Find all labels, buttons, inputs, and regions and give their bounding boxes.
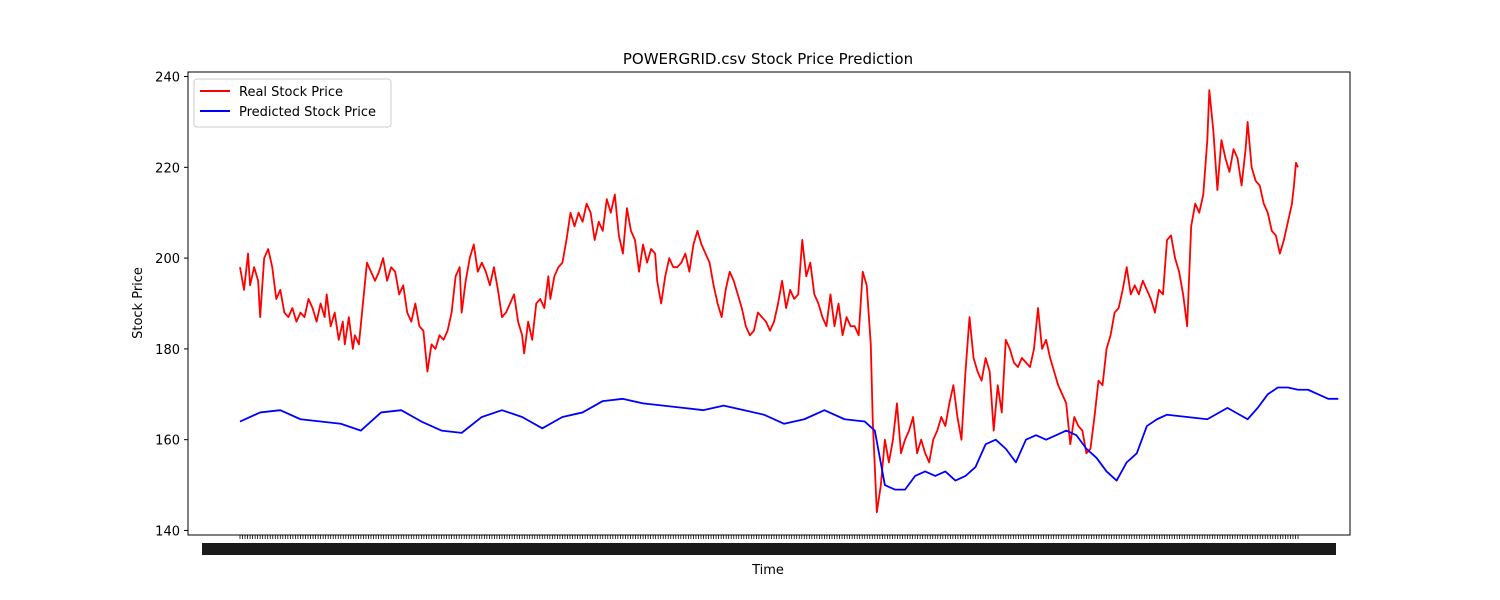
y-axis-label: Stock Price (131, 267, 146, 339)
y-tick-label: 240 (155, 71, 180, 86)
plot-area (239, 89, 1339, 514)
y-tick-label: 180 (155, 343, 180, 358)
y-tick-label: 200 (155, 252, 180, 267)
series-line-real (239, 89, 1299, 514)
legend-box (193, 78, 392, 128)
x-tick-labels-overlap (202, 543, 1336, 555)
x-tick-marks (239, 535, 1299, 539)
y-tick-label: 160 (155, 434, 180, 449)
y-axis-ticks: 140 160 180 200 220 240 (155, 71, 188, 539)
y-tick-label: 140 (155, 524, 180, 539)
legend-label-predicted: Predicted Stock Price (239, 105, 376, 120)
x-axis-ticks (202, 535, 1336, 555)
legend-label-real: Real Stock Price (239, 85, 343, 100)
legend: Real Stock Price Predicted Stock Price (193, 78, 392, 128)
chart-title: POWERGRID.csv Stock Price Prediction (623, 50, 913, 68)
y-tick-label: 220 (155, 161, 180, 176)
x-axis-label: Time (751, 563, 784, 578)
series-line-predicted (239, 386, 1339, 491)
